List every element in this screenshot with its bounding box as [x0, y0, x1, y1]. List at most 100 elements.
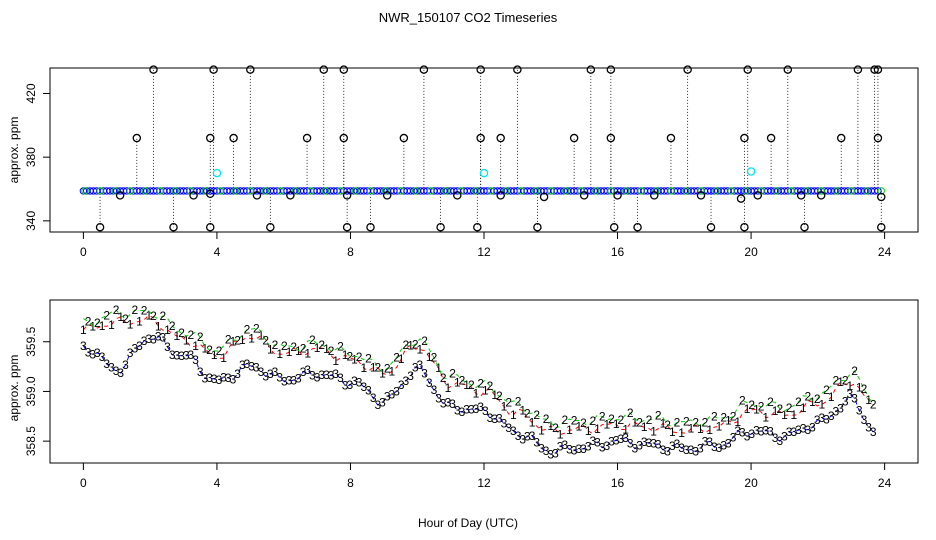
series-1-label: 1 — [454, 375, 461, 389]
series-3-label: 3 — [211, 372, 218, 386]
series-2-label: 2 — [636, 415, 643, 429]
flagged-high-392-point — [132, 133, 142, 143]
series-3-label: 3 — [342, 379, 349, 393]
baseline-point-green — [502, 187, 510, 195]
series-2-label: 2 — [356, 350, 363, 364]
y-tick-label: 359.5 — [24, 326, 38, 356]
series-1-label: 1 — [837, 375, 844, 389]
series-1-label: 1 — [641, 420, 648, 434]
flagged-high-392-point — [496, 133, 505, 143]
series-2-label: 2 — [524, 407, 531, 421]
series-1-label: 1 — [706, 423, 713, 437]
flagged-high-392-point — [666, 133, 676, 143]
series-1-label: 1 — [183, 334, 190, 348]
series-3-label: 3 — [323, 368, 330, 382]
baseline-point-green — [441, 187, 450, 195]
series-1-label: 1 — [575, 420, 582, 434]
bottom-y-axis-label: approx. ppm — [7, 355, 21, 422]
series-3-label: 3 — [632, 442, 639, 456]
series-3-label: 3 — [99, 350, 106, 364]
x-tick-label: 24 — [878, 476, 892, 490]
baseline-point-green — [426, 187, 435, 195]
series-3-label: 3 — [650, 437, 657, 451]
series-3-label: 3 — [655, 438, 662, 452]
series-2-label: 2 — [225, 332, 232, 346]
series-1-label: 1 — [80, 323, 87, 337]
baseline-point-green — [486, 187, 495, 195]
flagged-high-435-point — [783, 65, 793, 74]
series-1-label: 1 — [744, 402, 751, 416]
baseline-point-green — [396, 187, 405, 195]
x-tick-label: 8 — [347, 245, 354, 259]
baseline-point-green — [261, 187, 270, 195]
series-1-label: 1 — [164, 323, 171, 337]
series-1-label: 1 — [725, 413, 732, 427]
series-3-label: 3 — [828, 409, 835, 423]
series-1-label: 1 — [417, 342, 424, 356]
series-3-label: 3 — [622, 431, 629, 445]
cyan-points-point — [746, 167, 756, 176]
series-1-label: 1 — [174, 329, 181, 343]
series-2-label: 2 — [655, 409, 662, 423]
series-1-label: 1 — [332, 354, 339, 368]
series-line-3 — [82, 336, 874, 455]
series-3-label: 3 — [524, 429, 531, 443]
series-3-label: 3 — [851, 391, 858, 405]
series-3-label: 3 — [318, 368, 325, 382]
other-low-point — [453, 191, 462, 200]
series-2-label: 2 — [328, 344, 335, 358]
cyan-points-point — [212, 168, 222, 178]
series-3: 3333333333333333333333333333333333333333… — [80, 330, 877, 462]
y-tick-label: 340 — [24, 211, 38, 231]
series-3-label: 3 — [145, 332, 152, 346]
baseline-point-green — [336, 187, 345, 195]
series-2-label: 2 — [468, 378, 475, 392]
baseline-point-green — [156, 187, 164, 195]
series-3-label: 3 — [360, 380, 367, 394]
other-low-point — [205, 189, 215, 199]
x-tick-label: 20 — [744, 476, 758, 490]
series-2-label: 2 — [262, 333, 269, 347]
baseline-point-green — [231, 187, 239, 195]
series-3-label: 3 — [669, 439, 676, 453]
series-1-label: 1 — [445, 381, 452, 395]
series-1-label: 1 — [239, 333, 246, 347]
series-3-label: 3 — [398, 378, 405, 392]
series-3-label: 3 — [421, 367, 428, 381]
baseline-point-green — [667, 187, 675, 195]
series-3-label: 3 — [814, 413, 821, 427]
series-3-label: 3 — [328, 369, 335, 383]
series-3-label: 3 — [477, 400, 484, 414]
series-3-label: 3 — [491, 412, 498, 426]
series-2-label: 2 — [851, 364, 858, 378]
series-3-label: 3 — [496, 412, 503, 426]
series-2-label: 2 — [197, 330, 204, 344]
baseline-point-green — [562, 187, 570, 195]
baseline-point-green — [141, 187, 149, 195]
series-2-label: 2 — [786, 401, 793, 415]
series-1-label: 1 — [127, 318, 134, 332]
series-3-label: 3 — [833, 404, 840, 418]
flagged-low-336-point — [266, 222, 275, 232]
series-1-label: 1 — [790, 408, 797, 422]
series-3-label: 3 — [449, 397, 456, 411]
series-3-label: 3 — [286, 374, 293, 388]
series-2-label: 2 — [403, 338, 410, 352]
series-1-label: 1 — [632, 415, 639, 429]
series-3-label: 3 — [538, 441, 545, 455]
series-3-label: 3 — [748, 427, 755, 441]
series-3-label: 3 — [646, 436, 653, 450]
series-2-label: 2 — [804, 389, 811, 403]
series-3-label: 3 — [636, 439, 643, 453]
series-3-label: 3 — [304, 363, 311, 377]
series-2-label: 2 — [561, 413, 568, 427]
flagged-high-392-point — [476, 133, 485, 143]
series-3-label: 3 — [566, 443, 573, 457]
series-3-label: 3 — [730, 430, 737, 444]
baseline-point-green — [742, 187, 750, 195]
series-1-label: 1 — [753, 403, 760, 417]
series-1-label: 1 — [538, 423, 545, 437]
series-3-label: 3 — [823, 412, 830, 426]
flagged-high-435-point — [853, 65, 863, 74]
